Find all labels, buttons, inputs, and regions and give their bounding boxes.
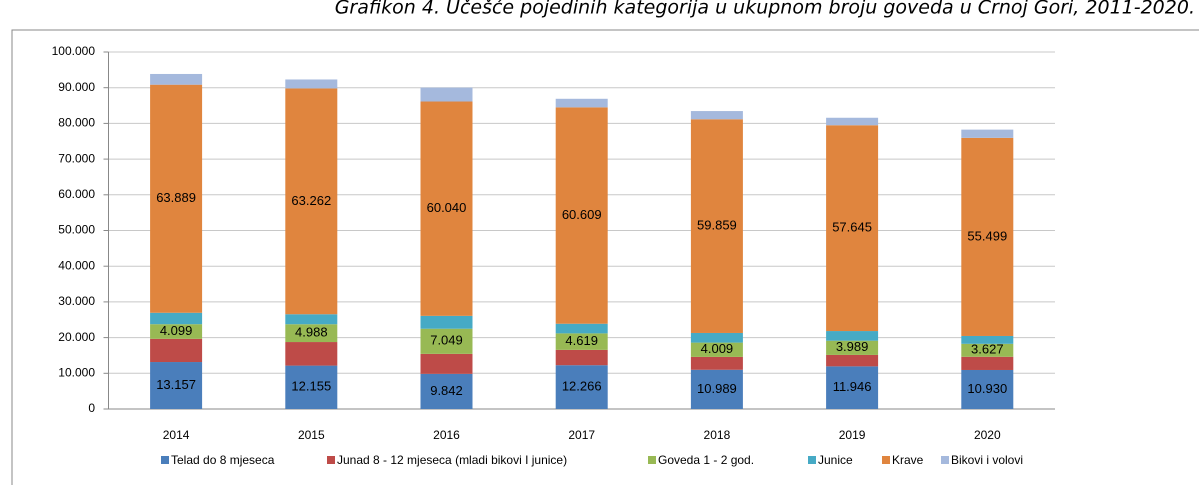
- data-label: 12.266: [562, 379, 602, 394]
- bar-segment: [961, 369, 1014, 409]
- bar-segment: [690, 332, 743, 343]
- x-tick-label: 2016: [433, 428, 460, 442]
- data-label: 4.619: [565, 333, 598, 348]
- bar-segment: [961, 343, 1014, 357]
- bar-segment: [420, 87, 473, 102]
- data-label: 13.157: [156, 377, 196, 392]
- y-tick-label: 90.000: [58, 80, 95, 94]
- bar-segment: [690, 369, 743, 409]
- bar-segment: [555, 323, 608, 334]
- data-label: 60.609: [562, 207, 602, 222]
- legend-swatch: [327, 456, 335, 464]
- legend-swatch: [941, 456, 949, 464]
- bar-segment: [555, 365, 608, 409]
- legend-label: Junad 8 - 12 mjeseca (mladi bikovi I jun…: [337, 453, 567, 467]
- legend-label: Goveda 1 - 2 god.: [658, 453, 754, 467]
- data-label: 10.989: [697, 381, 737, 396]
- data-label: 3.627: [971, 342, 1004, 357]
- bar-segment: [555, 107, 608, 324]
- bar-segment: [150, 324, 203, 339]
- data-label: 10.930: [967, 381, 1007, 396]
- bar-segment: [826, 117, 879, 126]
- bar-segment: [150, 362, 203, 409]
- bar-segment: [420, 328, 473, 354]
- x-tick-label: 2014: [163, 428, 190, 442]
- y-tick-label: 30.000: [58, 294, 95, 308]
- bar-segment: [961, 335, 1014, 344]
- x-tick-label: 2015: [298, 428, 325, 442]
- bar-segment: [285, 314, 338, 325]
- legend-label: Krave: [892, 453, 924, 467]
- legend-swatch: [808, 456, 816, 464]
- bar-segment: [555, 333, 608, 350]
- data-label: 9.842: [430, 383, 463, 398]
- x-tick-label: 2020: [974, 428, 1001, 442]
- data-label: 57.645: [832, 220, 872, 235]
- bar-segment: [150, 312, 203, 325]
- bar-segment: [285, 324, 338, 343]
- bar-segment: [826, 125, 879, 332]
- bar-segment: [826, 340, 879, 355]
- legend-label: Junice: [818, 453, 853, 467]
- y-tick-label: 80.000: [58, 116, 95, 130]
- bar-segment: [690, 356, 743, 370]
- bar-segment: [150, 73, 203, 85]
- data-label: 55.499: [967, 228, 1007, 243]
- bar-segment: [690, 111, 743, 120]
- bar-segment: [420, 315, 473, 329]
- bar-segment: [420, 373, 473, 409]
- bar-segment: [150, 338, 203, 363]
- chart-title: Grafikon 4. Učešće pojedinih kategorija …: [335, 0, 1195, 19]
- bar-segment: [961, 137, 1014, 336]
- bar-segment: [285, 365, 338, 409]
- y-tick-label: 60.000: [58, 187, 95, 201]
- bar-segment: [150, 84, 203, 313]
- data-label: 60.040: [427, 200, 467, 215]
- y-tick-label: 70.000: [58, 151, 95, 165]
- bar-segment: [285, 79, 338, 89]
- bar-segment: [826, 354, 879, 367]
- bar-segment: [420, 353, 473, 374]
- legend-label: Telad do 8 mjeseca: [171, 453, 275, 467]
- data-label: 63.262: [291, 193, 331, 208]
- y-tick-label: 50.000: [58, 223, 95, 237]
- data-label: 11.946: [833, 379, 872, 394]
- data-label: 4.099: [160, 323, 193, 338]
- y-tick-label: 40.000: [58, 258, 95, 272]
- bar-segment: [555, 349, 608, 366]
- legend-label: Bikovi i volovi: [951, 453, 1023, 467]
- bar-segment: [285, 88, 338, 315]
- data-label: 59.859: [697, 218, 737, 233]
- data-label: 63.889: [156, 190, 196, 205]
- data-label: 7.049: [430, 333, 463, 348]
- legend-swatch: [648, 456, 656, 464]
- x-tick-label: 2019: [839, 428, 866, 442]
- x-tick-label: 2018: [704, 428, 731, 442]
- y-tick-label: 100.000: [52, 44, 96, 58]
- bar-segment: [961, 129, 1014, 138]
- bar-segment: [420, 101, 473, 316]
- bar-segment: [961, 356, 1014, 370]
- chart-frame: [11, 29, 1199, 485]
- data-label: 12.155: [291, 379, 331, 394]
- legend-swatch: [161, 456, 169, 464]
- bar-segment: [690, 119, 743, 333]
- bar-segment: [826, 331, 879, 341]
- legend-swatch: [882, 456, 890, 464]
- bar-segment: [690, 342, 743, 357]
- y-tick-label: 10.000: [58, 365, 95, 379]
- bar-segment: [555, 98, 608, 108]
- data-label: 4.009: [701, 341, 734, 356]
- x-tick-label: 2017: [568, 428, 595, 442]
- bar-segment: [285, 342, 338, 366]
- bar-segment: [826, 366, 879, 409]
- data-label: 3.989: [836, 339, 869, 354]
- data-label: 4.988: [295, 325, 328, 340]
- y-tick-label: 20.000: [58, 330, 95, 344]
- y-tick-label: 0: [88, 401, 95, 415]
